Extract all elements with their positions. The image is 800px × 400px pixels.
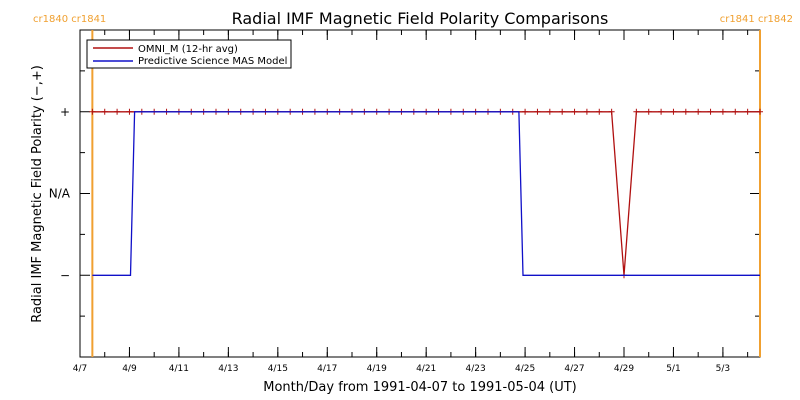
omni-data-point (608, 108, 615, 115)
x-tick-label: 4/9 (122, 364, 137, 374)
x-tick-label: 5/1 (666, 364, 680, 374)
rotation-markers (91, 30, 761, 357)
omni-data-point (522, 108, 529, 115)
omni-data-point (719, 108, 726, 115)
omni-data-point (633, 108, 640, 115)
omni-data-point (732, 108, 739, 115)
omni-data-point (757, 108, 763, 115)
omni-data-point (534, 108, 541, 115)
y-tick-label: + (60, 105, 70, 119)
chart-title: Radial IMF Magnetic Field Polarity Compa… (232, 9, 609, 28)
legend-entry-omni: OMNI_M (12-hr avg) (138, 44, 238, 55)
omni-data-point (670, 108, 677, 115)
omni-data-point (744, 108, 751, 115)
y-tick-label: N/A (49, 187, 71, 201)
legend: OMNI_M (12-hr avg) Predictive Science MA… (86, 39, 292, 69)
x-tick-label: 4/19 (367, 364, 387, 374)
rotation-label-left: cr1840 cr1841 (33, 14, 106, 25)
legend-entry-mas: Predictive Science MAS Model (138, 56, 287, 67)
x-tick-label: 4/11 (169, 364, 189, 374)
x-tick-label: 5/3 (716, 364, 730, 374)
x-tick-label: 4/25 (515, 364, 535, 374)
x-tick-label: 4/15 (268, 364, 288, 374)
omni-data-point (695, 108, 702, 115)
x-axis-label: Month/Day from 1991-04-07 to 1991-05-04 … (263, 380, 576, 395)
data-series (89, 108, 763, 279)
x-tick-label: 4/23 (466, 364, 486, 374)
x-tick-label: 4/29 (614, 364, 634, 374)
omni-data-point (114, 108, 121, 115)
x-tick-label: 4/17 (317, 364, 337, 374)
y-axis-label: Radial IMF Magnetic Field Polarity (−,+) (30, 65, 45, 323)
omni-data-point (658, 108, 665, 115)
y-tick-label: − (60, 268, 70, 282)
omni-data-point (89, 108, 96, 115)
mas-series-line (92, 111, 760, 276)
omni-data-point (546, 108, 553, 115)
x-tick-label: 4/21 (416, 364, 436, 374)
axis-ticks: 4/7 4/9 4/11 4/13 4/15 4/17 4/19 4/21 4/23 4/25 4/… (49, 30, 760, 374)
legend-box (86, 39, 292, 69)
omni-data-point (571, 108, 578, 115)
omni-data-point (559, 108, 566, 115)
omni-data-point (583, 108, 590, 115)
omni-data-point (126, 108, 133, 115)
omni-data-point (682, 108, 689, 115)
omni-data-point (596, 108, 603, 115)
x-tick-label: 4/7 (73, 364, 87, 374)
rotation-label-right: cr1841 cr1842 (720, 14, 793, 25)
x-tick-label: 4/13 (218, 364, 238, 374)
omni-data-point (101, 108, 108, 115)
omni-data-point (645, 108, 652, 115)
omni-data-point (707, 108, 714, 115)
x-tick-label: 4/27 (564, 364, 584, 374)
